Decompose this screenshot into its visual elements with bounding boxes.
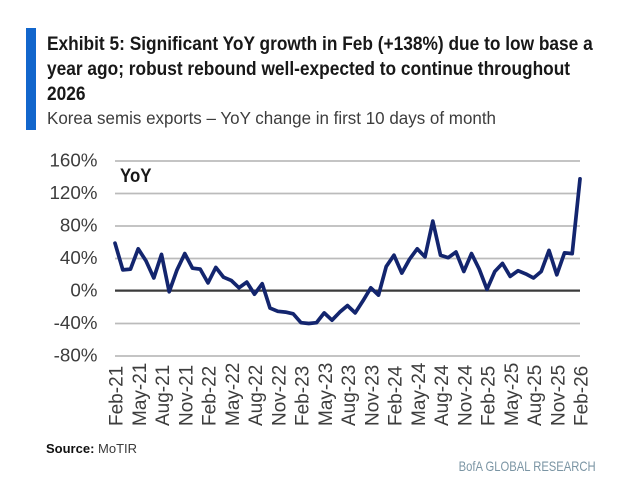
- svg-text:Aug-25: Aug-25: [525, 365, 546, 426]
- svg-text:120%: 120%: [49, 182, 97, 203]
- svg-text:May-23: May-23: [316, 363, 337, 426]
- svg-text:YoY: YoY: [120, 165, 152, 187]
- svg-text:Nov-21: Nov-21: [176, 365, 197, 426]
- svg-text:Aug-21: Aug-21: [153, 365, 174, 426]
- svg-text:Feb-22: Feb-22: [200, 366, 221, 426]
- svg-text:May-25: May-25: [502, 363, 523, 426]
- svg-text:0%: 0%: [70, 280, 97, 301]
- svg-text:Feb-25: Feb-25: [479, 366, 500, 426]
- svg-text:Aug-22: Aug-22: [246, 365, 267, 426]
- svg-text:Nov-25: Nov-25: [548, 365, 569, 426]
- svg-text:Feb-21: Feb-21: [107, 366, 128, 426]
- svg-text:160%: 160%: [49, 150, 97, 171]
- svg-text:Aug-23: Aug-23: [339, 365, 360, 426]
- svg-text:-40%: -40%: [54, 312, 98, 333]
- svg-text:80%: 80%: [60, 215, 98, 236]
- svg-text:Aug-24: Aug-24: [432, 364, 453, 426]
- svg-text:Nov-22: Nov-22: [269, 365, 290, 426]
- svg-text:May-24: May-24: [409, 362, 430, 426]
- svg-text:May-22: May-22: [223, 363, 244, 426]
- svg-text:-80%: -80%: [54, 345, 98, 366]
- svg-text:40%: 40%: [60, 247, 98, 268]
- svg-text:May-21: May-21: [130, 363, 151, 426]
- svg-text:Nov-24: Nov-24: [455, 364, 476, 426]
- svg-text:Feb-23: Feb-23: [293, 366, 314, 426]
- svg-text:Nov-23: Nov-23: [362, 365, 383, 426]
- svg-text:Feb-26: Feb-26: [572, 366, 593, 426]
- svg-text:Feb-24: Feb-24: [386, 365, 407, 426]
